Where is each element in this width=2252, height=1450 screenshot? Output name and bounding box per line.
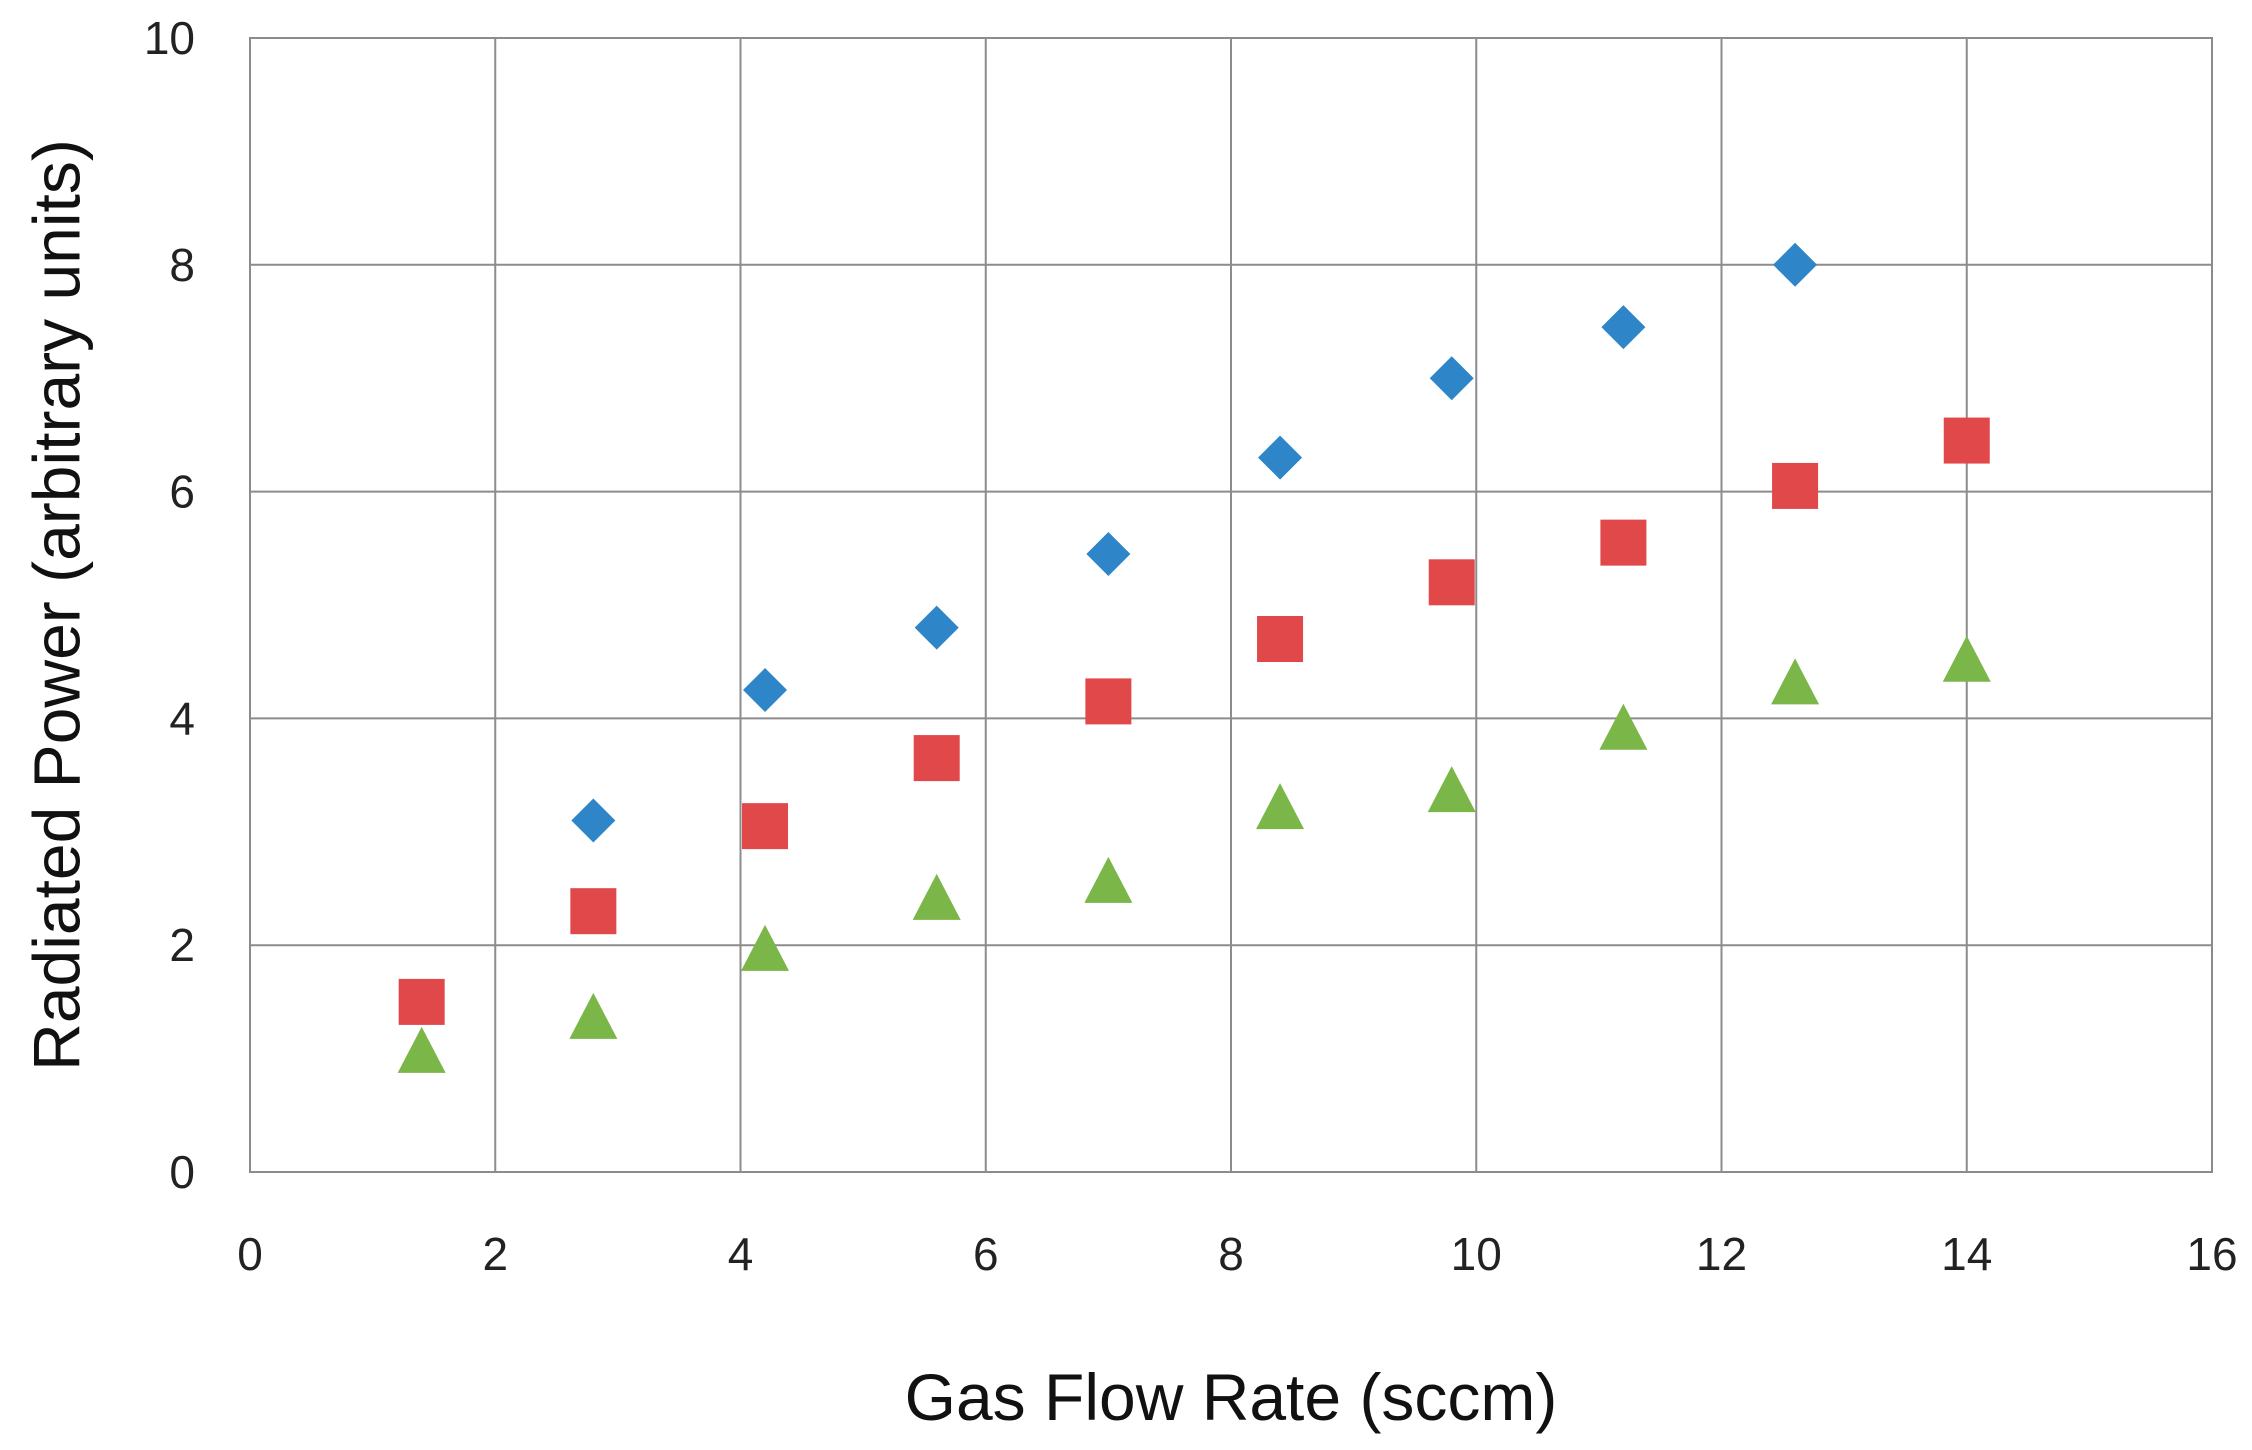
diamond-point — [1429, 356, 1474, 401]
x-tick-label: 10 — [1451, 1228, 1502, 1280]
x-tick-label: 12 — [1696, 1228, 1747, 1280]
tick-labels: 0 2 4 6 8 10 12 14 16 0 2 4 6 8 10 — [144, 12, 2238, 1280]
triangle-point — [912, 873, 961, 920]
square-point — [1600, 519, 1647, 566]
square-point — [1943, 417, 1990, 464]
triangle-point — [741, 924, 790, 971]
square-point — [570, 888, 617, 935]
triangle-point — [1599, 703, 1648, 750]
square-point — [1257, 616, 1304, 663]
square-point — [1428, 559, 1475, 606]
y-tick-label: 4 — [169, 692, 195, 744]
x-tick-label: 0 — [237, 1228, 263, 1280]
y-tick-label: 2 — [169, 919, 195, 971]
y-axis-title: Radiated Power (arbitrary units) — [19, 139, 93, 1071]
square-point — [1085, 678, 1132, 725]
x-tick-label: 16 — [2186, 1228, 2237, 1280]
square-point — [913, 735, 960, 782]
diamond-point — [743, 668, 788, 713]
square-point — [1772, 462, 1819, 509]
square-point — [742, 803, 789, 850]
x-tick-label: 4 — [728, 1228, 754, 1280]
triangle-point — [569, 992, 618, 1039]
triangle-point — [1256, 783, 1305, 830]
x-tick-label: 6 — [973, 1228, 999, 1280]
x-tick-label: 8 — [1218, 1228, 1244, 1280]
triangle-point — [1084, 856, 1133, 903]
y-tick-label: 0 — [169, 1146, 195, 1198]
triangle-point — [1771, 658, 1820, 705]
x-axis-title: Gas Flow Rate (sccm) — [905, 1360, 1558, 1434]
y-tick-label: 8 — [169, 239, 195, 291]
grid — [249, 37, 2213, 1173]
diamond-point — [1773, 242, 1818, 287]
y-tick-label: 10 — [144, 12, 195, 64]
triangle-point — [397, 1026, 446, 1073]
diamond-point — [914, 605, 959, 650]
x-tick-label: 2 — [482, 1228, 508, 1280]
data-points — [397, 242, 1991, 1073]
diamond-point — [1601, 305, 1646, 350]
diamond-point — [1258, 435, 1303, 480]
triangle-point — [1427, 766, 1476, 813]
diamond-point — [571, 798, 616, 843]
square-point — [398, 978, 445, 1025]
plot-area — [249, 37, 2213, 1173]
diamond-point — [1086, 531, 1131, 576]
triangle-point — [1942, 635, 1991, 682]
x-tick-label: 14 — [1941, 1228, 1992, 1280]
y-tick-label: 6 — [169, 466, 195, 518]
